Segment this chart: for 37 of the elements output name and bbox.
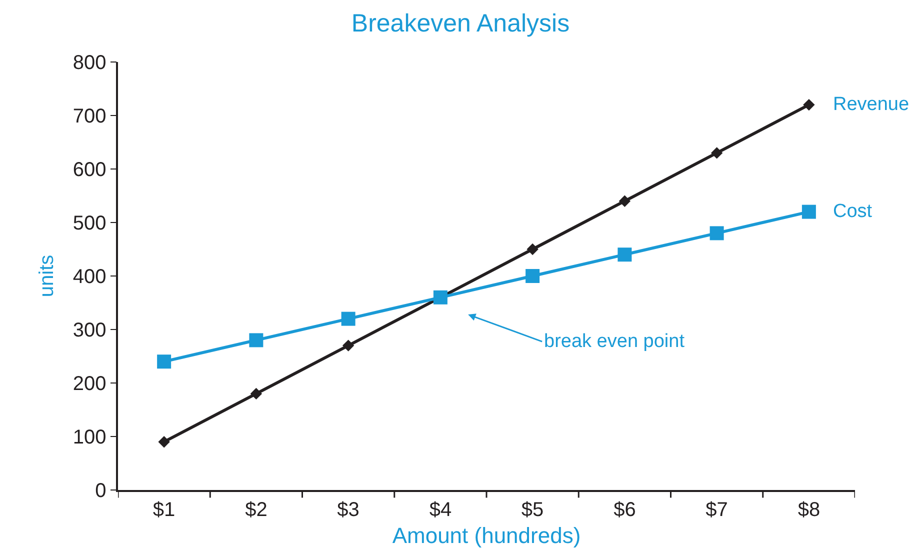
x-tick-label: $2	[245, 498, 268, 521]
point	[250, 388, 262, 400]
annotation: break even point	[544, 331, 686, 352]
x-tick-label: $5	[521, 498, 544, 521]
point	[802, 204, 816, 219]
x-tick-label: $6	[614, 498, 636, 521]
x-tick-label: $7	[706, 498, 728, 521]
point	[158, 436, 170, 448]
point	[618, 248, 632, 262]
x-axis-title: Amount (hundreds)	[392, 523, 581, 548]
y-tick-label: 200	[72, 373, 106, 395]
x-tick-label: $8	[798, 498, 820, 521]
y-tick-label: 400	[72, 266, 106, 288]
point	[526, 243, 538, 256]
y-tick-label: 600	[72, 159, 106, 181]
y-axis-title: units	[36, 254, 58, 298]
point	[710, 147, 723, 159]
point	[341, 312, 356, 326]
point	[618, 195, 631, 207]
y-tick-label: 500	[72, 212, 106, 234]
x-tick-label: $4	[429, 498, 452, 521]
y-tick-label: 100	[72, 426, 106, 448]
chart-title: Breakeven Analysis	[351, 9, 570, 38]
y-tick-label: 800	[72, 52, 106, 74]
series-label: Cost	[833, 201, 873, 222]
y-tick-label: 300	[72, 320, 106, 342]
point	[803, 98, 815, 111]
y-tick-label: 700	[72, 106, 106, 128]
x-tick-label: $1	[152, 498, 176, 521]
point	[710, 226, 724, 240]
series-label: Revenue	[833, 94, 910, 115]
x-tick-label: $3	[337, 498, 360, 521]
point	[342, 340, 354, 352]
y-tick-label: 0	[95, 480, 106, 502]
point	[157, 354, 172, 369]
point	[249, 333, 264, 348]
point	[526, 269, 540, 283]
